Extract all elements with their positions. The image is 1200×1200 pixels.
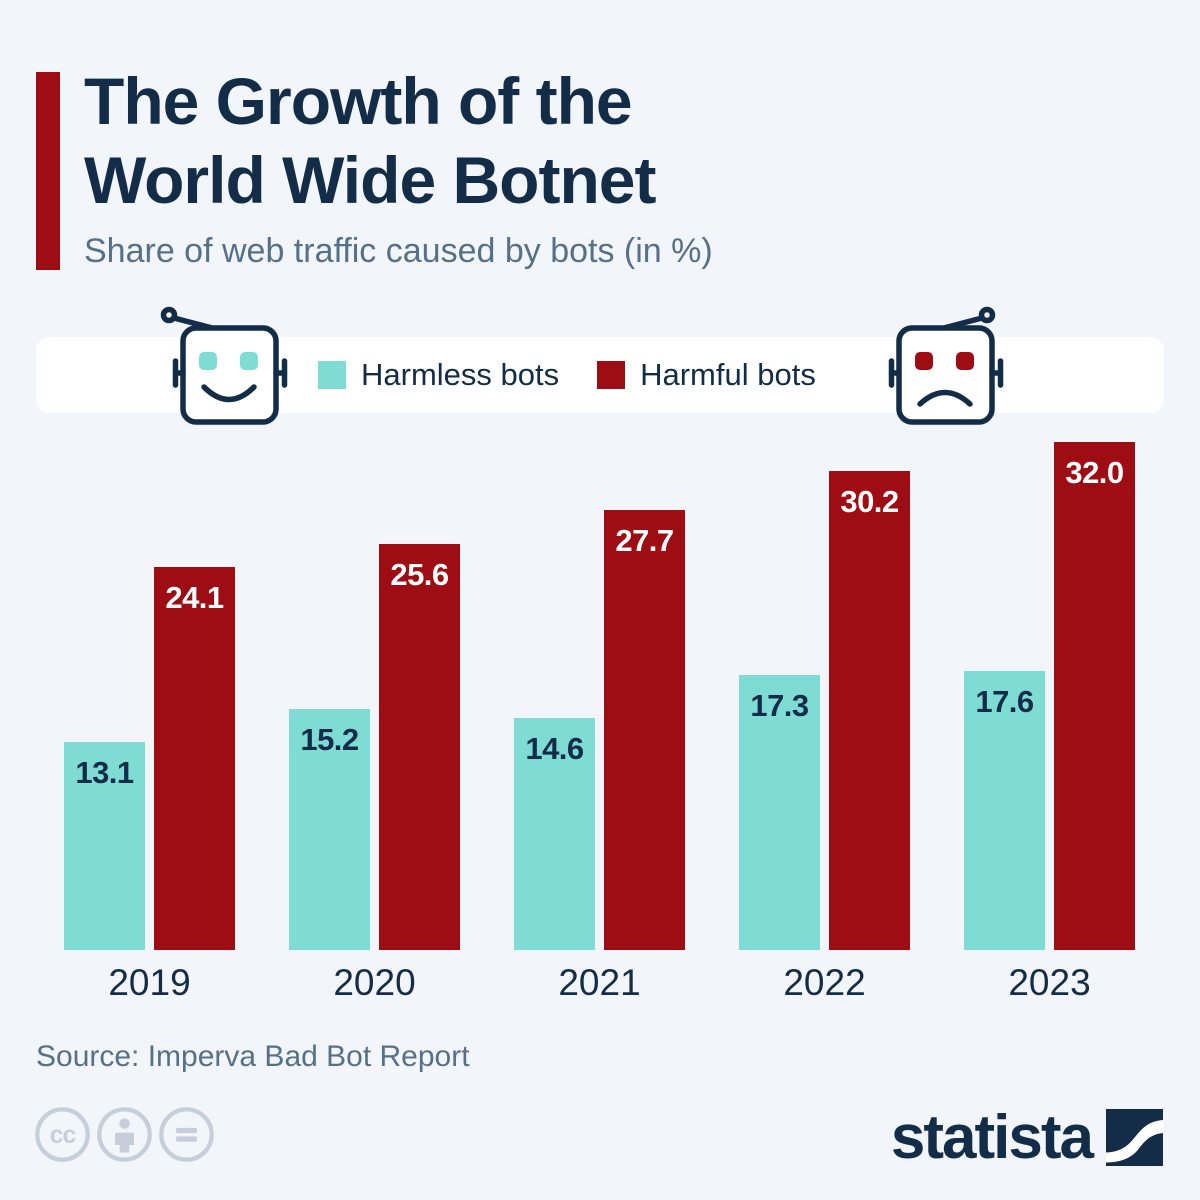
bar-chart: 13.1 24.1 2019 15.2 25.6 2020 14.6 27.7 2021 17.3… xyxy=(64,442,1135,1004)
harmful-bots-bar: 27.7 xyxy=(604,510,685,950)
bar-value-label: 32.0 xyxy=(1065,455,1124,490)
bar-pair: 17.6 32.0 xyxy=(964,442,1135,950)
sad-robot-icon xyxy=(888,306,1004,425)
bar-group: 15.2 25.6 2020 xyxy=(289,442,460,1004)
harmful-legend-label: Harmful bots xyxy=(640,357,816,392)
year-label: 2021 xyxy=(558,962,641,1003)
equals-icon xyxy=(159,1107,214,1162)
bar-pair: 13.1 24.1 xyxy=(64,442,235,950)
happy-robot-eye xyxy=(240,352,258,370)
svg-text:cc: cc xyxy=(50,1122,76,1149)
harmless-bots-bar: 15.2 xyxy=(289,708,370,950)
cc-icon: cc xyxy=(35,1107,90,1162)
bar-group: 17.3 30.2 2022 xyxy=(739,442,910,1004)
bar-pair: 14.6 27.7 xyxy=(514,442,685,950)
harmless-bots-bar: 13.1 xyxy=(64,742,145,950)
bar-group: 13.1 24.1 2019 xyxy=(64,442,235,1004)
bar-value-label: 14.6 xyxy=(525,731,584,767)
sad-robot-frown xyxy=(917,389,973,407)
statista-branding: statista xyxy=(890,1103,1163,1172)
bar-value-label: 30.2 xyxy=(840,483,899,519)
bar-value-label: 13.1 xyxy=(75,755,134,790)
harmless-legend-label: Harmless bots xyxy=(361,357,560,392)
harmful-bots-bar: 30.2 xyxy=(829,470,910,950)
bar-value-label: 15.2 xyxy=(300,721,359,757)
bar-value-label: 17.6 xyxy=(975,683,1034,719)
statista-logo-text: statista xyxy=(890,1103,1094,1172)
happy-robot-smile xyxy=(201,384,257,403)
year-label: 2023 xyxy=(1008,962,1091,1003)
sad-robot-eye xyxy=(956,352,974,370)
harmful-bots-bar: 24.1 xyxy=(154,567,235,950)
statista-logo-mark-icon xyxy=(1106,1109,1163,1166)
harmful-legend-swatch xyxy=(597,361,626,389)
happy-robot-icon xyxy=(160,306,288,425)
harmful-bots-bar: 25.6 xyxy=(379,543,460,950)
harmless-bots-bar: 17.3 xyxy=(739,675,820,950)
sad-robot-eye xyxy=(915,352,933,370)
harmless-legend-swatch xyxy=(318,361,346,389)
license-icons: cc xyxy=(34,1106,215,1163)
year-label: 2022 xyxy=(783,962,866,1003)
bar-value-label: 17.3 xyxy=(750,688,809,724)
page-subtitle: Share of web traffic caused by bots (in … xyxy=(84,232,713,270)
page-title-line2: World Wide Botnet xyxy=(84,143,656,217)
bar-pair: 15.2 25.6 xyxy=(289,442,460,950)
happy-robot-eye xyxy=(199,352,217,370)
harmless-bots-bar: 17.6 xyxy=(964,670,1045,950)
bar-group: 14.6 27.7 2021 xyxy=(514,442,685,1004)
year-label: 2019 xyxy=(108,962,191,1003)
title-accent-bar xyxy=(36,72,60,270)
bar-value-label: 24.1 xyxy=(165,580,224,616)
harmful-bots-bar: 32.0 xyxy=(1054,442,1135,950)
harmless-bots-bar: 14.6 xyxy=(514,718,595,950)
bar-pair: 17.3 30.2 xyxy=(739,442,910,950)
legend: Harmless bots Harmful bots xyxy=(318,337,816,413)
attribution-person-icon xyxy=(97,1107,152,1162)
page-title: The Growth of the World Wide Botnet xyxy=(84,62,656,220)
source-text: Source: Imperva Bad Bot Report xyxy=(36,1040,470,1073)
bar-value-label: 27.7 xyxy=(615,523,674,559)
bar-value-label: 25.6 xyxy=(390,556,449,592)
year-label: 2020 xyxy=(333,962,416,1003)
page-title-line1: The Growth of the xyxy=(84,64,633,138)
bar-group: 17.6 32.0 2023 xyxy=(964,442,1135,1004)
